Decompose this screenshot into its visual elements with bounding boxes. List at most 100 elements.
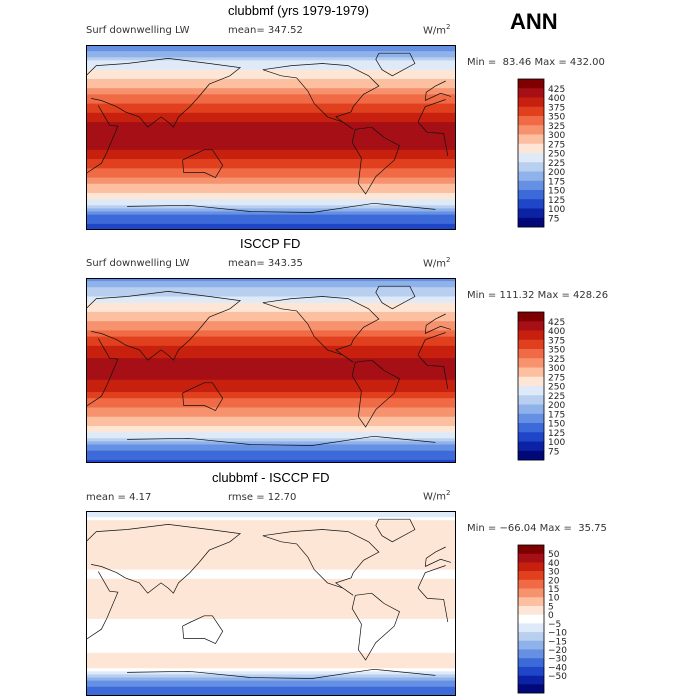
panel-2-band: [86, 398, 456, 402]
panel-3-band: [86, 575, 456, 580]
panel-2-band: [86, 367, 456, 371]
panel-2-band: [86, 376, 456, 381]
panel-2-band: [86, 438, 456, 442]
panel-3-colorbar-swatch: [518, 640, 544, 650]
panel-2-band: [86, 379, 456, 384]
panel-1-coastline: [127, 202, 436, 213]
panel-3-band: [86, 622, 456, 626]
panel-3-band: [86, 603, 456, 607]
panel-3-colorbar-swatch: [518, 623, 544, 633]
panel-3-colorbar-label: 50: [548, 550, 560, 560]
panel-1-colorbar-swatch: [518, 143, 544, 154]
panel-2-band: [86, 333, 456, 337]
panel-1-coastline: [375, 52, 416, 77]
panel-2-colorbar-label: 225: [548, 392, 565, 402]
panel-2-band: [86, 382, 456, 387]
panel-2-band: [86, 364, 456, 368]
panel-1-band: [86, 205, 456, 209]
panel-2-colorbar-label: 400: [548, 327, 565, 337]
panel-2-band: [86, 345, 456, 350]
panel-1-colorbar-swatch: [518, 171, 544, 182]
panel-2-units: W/m2: [423, 256, 451, 270]
panel-2-mean: mean= 343.35: [228, 258, 303, 269]
panel-1-band: [86, 211, 456, 215]
panel-2-coastline: [85, 332, 449, 407]
panel-1-colorbar-label: 100: [548, 205, 565, 215]
panel-3-band: [86, 655, 456, 660]
panel-3-colorbar-label: −5: [548, 620, 561, 630]
panel-2-colorbar-frame: [517, 311, 545, 461]
panel-2-band: [86, 426, 456, 430]
panel-3-colorbar-swatch: [518, 614, 544, 624]
panel-1-band: [86, 214, 456, 219]
panel-2-band: [86, 342, 456, 347]
panel-2-band: [86, 432, 456, 436]
panel-3-colorbar-label: −20: [548, 646, 567, 656]
panel-3-band: [86, 677, 456, 681]
panel-1-colorbar-swatch: [518, 88, 544, 98]
panel-2-variable: Surf downwelling LW: [86, 258, 190, 269]
panel-2-colorbar-swatch: [518, 376, 544, 387]
panel-3-band: [86, 659, 456, 663]
panel-3-colorbar-swatch: [518, 666, 544, 676]
panel-3-band: [86, 538, 456, 543]
panel-1-band: [86, 112, 456, 117]
panel-3-band: [86, 548, 456, 552]
panel-1-colorbar-swatch: [518, 199, 544, 209]
panel-3-units: W/m2: [423, 489, 451, 503]
panel-1-band: [86, 94, 456, 98]
panel-1-colorbar-swatch: [518, 125, 544, 135]
panel-3-band: [86, 637, 456, 641]
panel-1-colorbar: 425 400 375 350 325 300 275 250 225 200 175 150 125 1…: [512, 78, 572, 232]
panel-1-band: [86, 149, 456, 154]
panel-2-colorbar-swatch: [518, 432, 544, 442]
panel-1-band: [86, 103, 456, 108]
panel-3-band: [86, 597, 456, 601]
panel-1-map-frame: [86, 45, 456, 230]
panel-2-band: [86, 339, 456, 344]
panel-3-band: [86, 649, 456, 654]
panel-2-band: [86, 422, 456, 427]
panel-1-colorbar-label: 75: [548, 214, 559, 224]
panel-3-band: [86, 683, 456, 688]
panel-1-band: [86, 134, 456, 138]
panel-1-band: [86, 165, 456, 169]
panel-2-colorbar-swatch: [518, 423, 544, 433]
panel-1-band: [86, 75, 456, 80]
panel-1-colorbar-label: 275: [548, 140, 565, 150]
panel-2-colorbar-label: 200: [548, 401, 565, 411]
panel-3-band: [86, 665, 456, 669]
panel-2-colorbar-swatch: [518, 367, 544, 378]
season-label: ANN: [510, 9, 558, 34]
panel-3-rmse: rmse = 12.70: [228, 492, 297, 503]
panel-1-band: [86, 63, 456, 67]
panel-1-band: [86, 140, 456, 145]
panel-2-band: [86, 392, 456, 396]
panel-2-band: [86, 441, 456, 445]
panel-1-colorbar-swatch: [518, 106, 544, 117]
panel-3-band: [86, 628, 456, 632]
panel-3-band: [86, 511, 456, 515]
panel-1-band: [86, 48, 456, 52]
panel-1-colorbar-swatch: [518, 208, 544, 219]
panel-1-band: [86, 159, 456, 163]
panel-3-map-frame: [86, 511, 456, 696]
panel-1-band: [86, 143, 456, 148]
panel-2-map: [85, 278, 456, 464]
panel-2-band: [86, 385, 456, 390]
panel-2-band: [86, 435, 456, 439]
panel-2-colorbar-swatch: [518, 441, 544, 452]
panel-1-band: [86, 122, 456, 126]
panel-2-colorbar-swatch: [518, 450, 544, 461]
panel-1-band: [86, 57, 456, 61]
panel-3-band: [86, 566, 456, 570]
panel-1-mean: mean= 347.52: [228, 25, 303, 36]
panel-3-band: [86, 523, 456, 527]
panel-3-band: [86, 514, 456, 518]
panel-2-band: [86, 370, 456, 374]
panel-3-colorbar-swatch: [518, 649, 544, 659]
panel-2-coastline: [85, 291, 452, 361]
panel-1-band: [86, 146, 456, 151]
panel-2-band: [86, 336, 456, 341]
panel-2-band: [86, 290, 456, 294]
